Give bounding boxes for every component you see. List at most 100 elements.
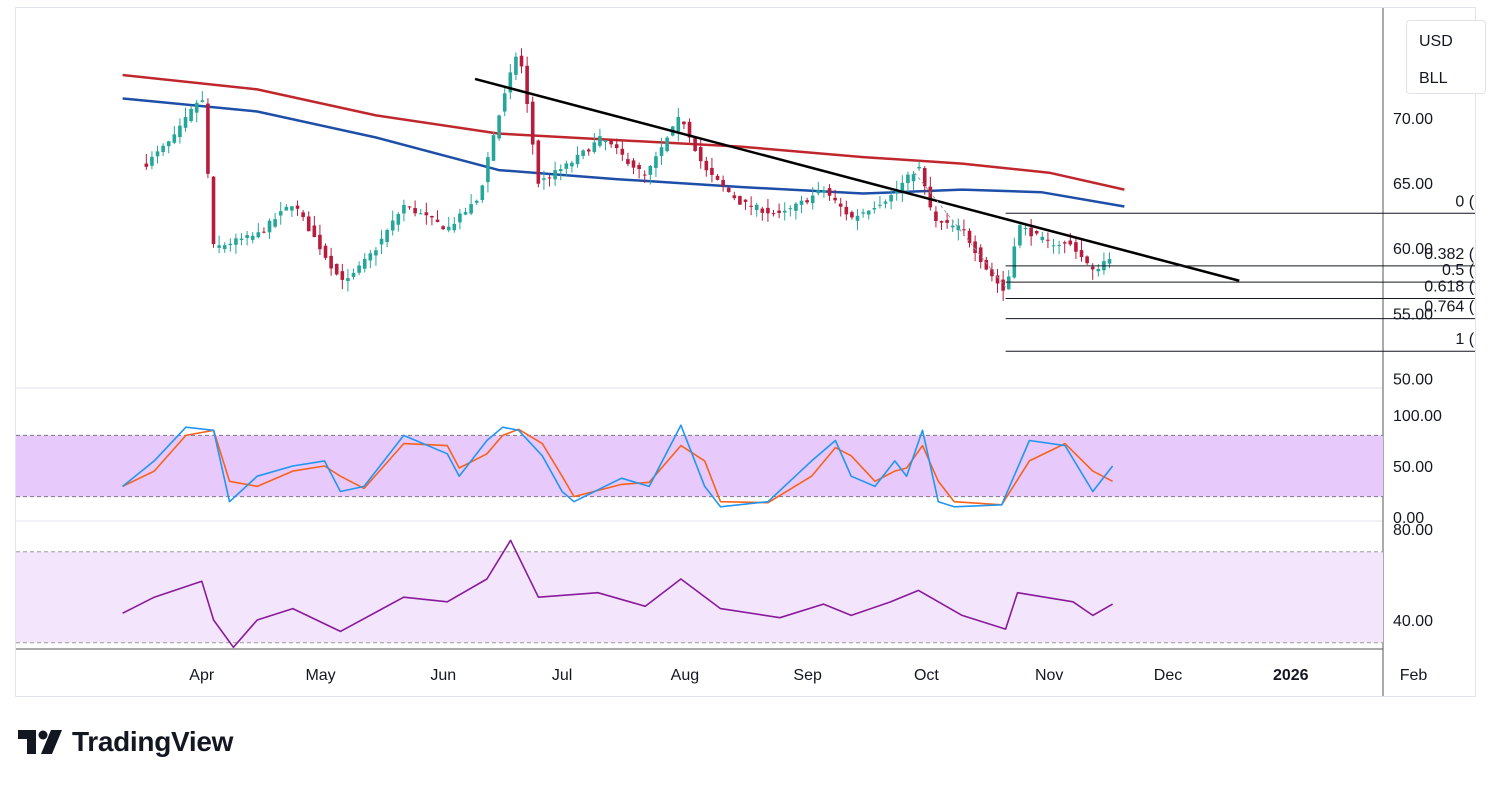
price-tick-label: 60.00 xyxy=(1393,241,1433,258)
candle xyxy=(536,140,541,184)
candle xyxy=(542,178,546,180)
candle xyxy=(1057,245,1061,247)
candle xyxy=(950,225,955,228)
candle xyxy=(659,147,664,157)
fib-level-label: 0.382 (58.64) xyxy=(1424,246,1475,263)
candle xyxy=(1034,230,1039,234)
candle xyxy=(911,174,916,182)
candle xyxy=(368,253,373,261)
candle xyxy=(855,215,860,221)
tradingview-logo[interactable]: TradingView xyxy=(18,722,233,762)
candle xyxy=(934,211,938,221)
candle xyxy=(838,203,843,207)
candle xyxy=(900,182,905,193)
candle xyxy=(614,144,619,149)
candle xyxy=(379,238,384,245)
candle xyxy=(413,208,417,214)
time-axis-label: Jun xyxy=(430,667,456,684)
candle xyxy=(928,186,933,208)
chart-frame: 0 (62.68) 0.382 (58.64)0.5 (57.39)0.618 (… xyxy=(15,7,1486,697)
price-tick-label: 70.00 xyxy=(1393,111,1433,128)
symbol-badge[interactable]: USD BLL xyxy=(1406,20,1486,94)
candle xyxy=(1046,239,1050,241)
fib-level-label: 1 (52.09) xyxy=(1455,331,1475,348)
candle xyxy=(564,163,569,169)
candle xyxy=(435,219,440,222)
candle xyxy=(816,190,821,194)
fib-level-label: 0.5 (57.39) xyxy=(1442,262,1475,279)
candle xyxy=(463,212,468,215)
candle xyxy=(743,199,748,202)
candle xyxy=(318,234,322,250)
candle xyxy=(889,195,893,202)
stoch-tick-label: 50.00 xyxy=(1393,459,1433,476)
candle xyxy=(155,151,160,157)
candle xyxy=(514,56,518,75)
candle xyxy=(620,148,625,155)
candle xyxy=(458,213,462,223)
chart-canvas[interactable]: 0 (62.68) 0.382 (58.64)0.5 (57.39)0.618 (… xyxy=(16,8,1475,696)
candle xyxy=(984,259,989,270)
candle xyxy=(631,160,636,168)
candle xyxy=(810,195,815,204)
candle xyxy=(502,93,507,112)
trend-line xyxy=(474,77,1240,282)
candle xyxy=(850,212,854,218)
candle xyxy=(1018,225,1022,246)
candle xyxy=(956,225,961,231)
candle xyxy=(626,159,630,164)
candle xyxy=(385,230,389,242)
candle xyxy=(390,220,395,231)
candle xyxy=(469,204,473,214)
candle xyxy=(1023,227,1028,230)
candle xyxy=(676,116,681,132)
candle xyxy=(396,213,401,225)
candle xyxy=(547,177,552,179)
candle xyxy=(973,241,977,254)
fib-level-label: 0 (62.68) xyxy=(1455,193,1475,210)
candle xyxy=(586,149,591,152)
candle xyxy=(906,174,910,184)
candle xyxy=(1068,240,1073,245)
candle xyxy=(250,235,255,240)
candle xyxy=(340,271,345,280)
candle xyxy=(1051,245,1056,247)
candle xyxy=(990,269,994,277)
candle xyxy=(172,134,177,143)
candle xyxy=(200,100,205,102)
rsi-band xyxy=(16,551,1383,643)
candle xyxy=(648,165,653,175)
candle xyxy=(211,176,216,244)
time-axis-label: Dec xyxy=(1154,667,1182,684)
candle xyxy=(799,200,804,205)
candle xyxy=(1085,256,1089,264)
candle xyxy=(794,203,798,211)
candle xyxy=(1096,268,1101,272)
candle xyxy=(178,125,182,137)
candle xyxy=(782,210,787,213)
stoch-tick-label: 0.00 xyxy=(1393,510,1424,527)
candle xyxy=(553,170,557,180)
candle xyxy=(1006,276,1011,290)
candle xyxy=(357,265,361,273)
candle xyxy=(704,160,709,171)
candle xyxy=(278,211,283,216)
candle xyxy=(1107,259,1112,264)
candle xyxy=(329,255,333,269)
candle xyxy=(323,245,328,258)
candle xyxy=(939,221,944,223)
candle xyxy=(150,156,154,166)
candle xyxy=(284,206,289,211)
candle xyxy=(665,137,669,152)
candle xyxy=(1012,246,1017,278)
candle xyxy=(497,115,501,139)
candle xyxy=(592,142,597,152)
time-axis-label: Feb xyxy=(1400,667,1428,684)
tradingview-wordmark: TradingView xyxy=(72,726,234,757)
time-axis-label: Oct xyxy=(914,667,939,684)
candle xyxy=(788,208,793,210)
fib-level-label: 0.618 (56.14) xyxy=(1424,278,1475,295)
stoch-tick-label: 100.00 xyxy=(1393,408,1442,425)
candle xyxy=(166,141,171,147)
time-axis-label: Sep xyxy=(793,667,822,684)
